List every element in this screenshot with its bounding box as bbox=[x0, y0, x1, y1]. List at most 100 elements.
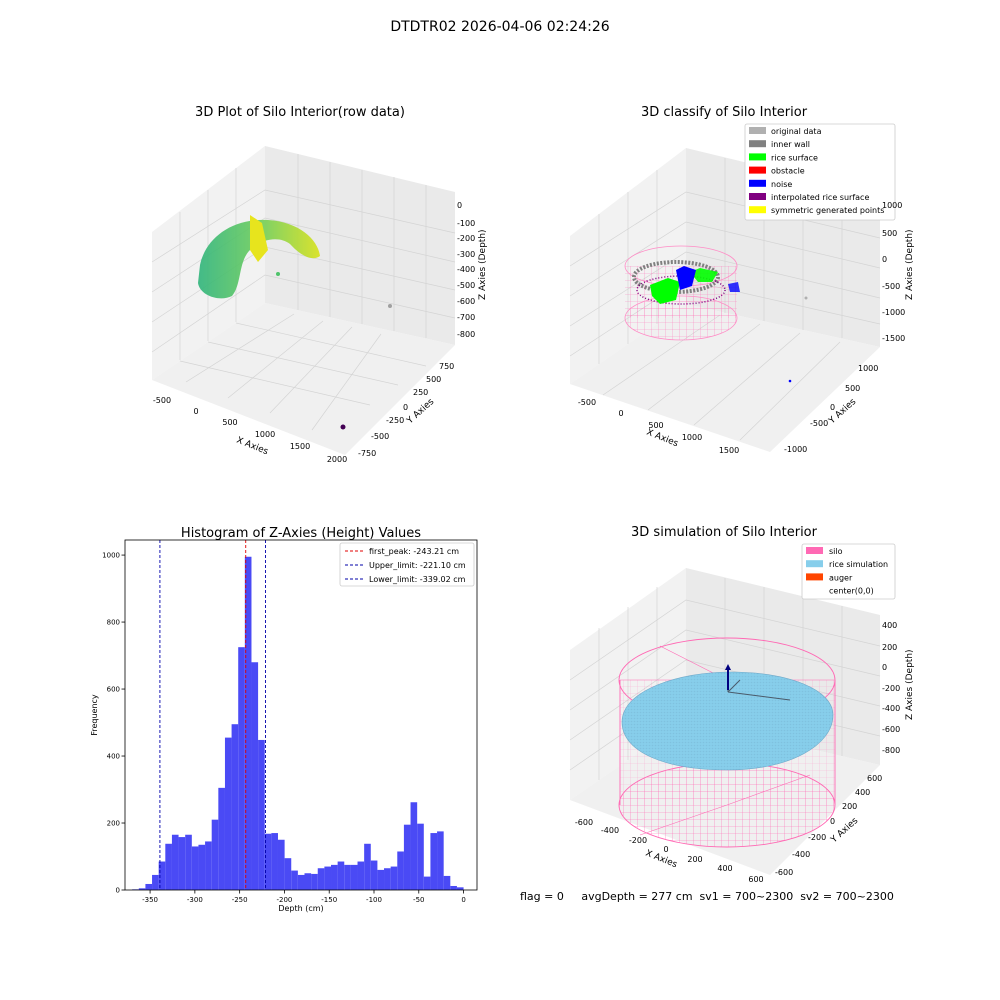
sim-z-tick-label: -200 bbox=[882, 684, 900, 693]
histogram-bar bbox=[231, 724, 239, 890]
classify-legend-label: interpolated rice surface bbox=[771, 193, 869, 202]
classify-legend-swatch bbox=[749, 153, 766, 161]
histogram-bar bbox=[311, 873, 318, 890]
histogram-bar bbox=[337, 861, 345, 890]
classify-legend-swatch bbox=[749, 206, 766, 214]
histogram-bar bbox=[271, 833, 278, 890]
histogram-bar bbox=[390, 866, 398, 890]
raw-z-tick-label: -100 bbox=[457, 219, 475, 228]
histogram-bar bbox=[397, 851, 404, 890]
histogram-bar bbox=[238, 647, 245, 890]
histogram-bar bbox=[317, 868, 325, 890]
histogram-x-tick-label: -50 bbox=[413, 896, 424, 904]
histogram-bar bbox=[284, 858, 292, 890]
classify-point-cloud bbox=[624, 245, 808, 383]
histogram-x-tick-label: -100 bbox=[366, 896, 382, 904]
histogram-x-ticks: -350 -300 -250 -200 -150 -100 -50 0 bbox=[142, 890, 466, 904]
raw-z-tick-label: -600 bbox=[457, 297, 475, 306]
histogram-bar bbox=[277, 839, 285, 890]
histogram-bar bbox=[357, 861, 365, 890]
histogram-y-tick-label: 0 bbox=[116, 887, 120, 895]
raw-x-tick-label: 2000 bbox=[327, 455, 347, 464]
histogram-bar bbox=[370, 860, 378, 890]
classify-y-tick-label: 0 bbox=[830, 403, 835, 412]
classify-y-tick-label: 1000 bbox=[858, 364, 878, 373]
classify-z-tick-label: 0 bbox=[882, 255, 887, 264]
sim-x-tick-label: -400 bbox=[601, 826, 619, 835]
raw-y-tick-label: -750 bbox=[358, 449, 376, 458]
classify-z-tick-label: -500 bbox=[882, 282, 900, 291]
raw-y-tick-label: 0 bbox=[403, 403, 408, 412]
simulation-legend-swatch bbox=[806, 573, 823, 581]
raw-z-axis-label: Z Axies (Depth) bbox=[478, 229, 488, 300]
raw-3d-axes-box bbox=[151, 146, 456, 455]
panel-classify-3d: 3D classify of Silo Interior bbox=[569, 105, 915, 455]
histogram-bar bbox=[331, 864, 338, 890]
raw-plot-title: 3D Plot of Silo Interior(row data) bbox=[195, 105, 405, 120]
raw-z-tick-label: 0 bbox=[457, 201, 462, 210]
classify-plot-title: 3D classify of Silo Interior bbox=[641, 105, 808, 120]
histogram-bar bbox=[244, 556, 252, 890]
histogram-x-tick-label: -200 bbox=[276, 896, 292, 904]
histogram-bar bbox=[430, 833, 438, 890]
histogram-bar bbox=[211, 819, 219, 890]
histogram-bars bbox=[132, 556, 464, 890]
classify-legend-swatch bbox=[749, 193, 766, 200]
raw-z-tick-label: -400 bbox=[457, 265, 475, 274]
sim-y-tick-label: -600 bbox=[775, 868, 793, 877]
histogram-bar bbox=[145, 883, 153, 890]
histogram-bar bbox=[377, 869, 385, 890]
histogram-bar bbox=[304, 873, 312, 890]
raw-y-tick-label: 500 bbox=[426, 375, 441, 384]
classify-z-axis-label: Z Axies (Depth) bbox=[905, 229, 915, 300]
histogram-bar bbox=[443, 875, 451, 890]
histogram-bar bbox=[344, 864, 351, 890]
classify-x-tick-label: 500 bbox=[648, 421, 663, 430]
histogram-bar bbox=[384, 868, 391, 890]
sim-y-tick-label: -400 bbox=[792, 850, 810, 859]
histogram-y-tick-label: 200 bbox=[107, 820, 120, 828]
histogram-bar bbox=[178, 837, 186, 890]
classify-y-tick-label: 500 bbox=[845, 384, 860, 393]
simulation-scene bbox=[618, 637, 836, 848]
histogram-y-tick-label: 800 bbox=[107, 619, 120, 627]
classify-legend-label: noise bbox=[771, 180, 792, 189]
histogram-bar bbox=[218, 787, 225, 890]
figure-suptitle: DTDTR02 2026-04-06 02:24:26 bbox=[390, 19, 609, 35]
histogram-x-tick-label: 0 bbox=[461, 896, 465, 904]
histogram-legend-label: first_peak: -243.21 cm bbox=[369, 547, 459, 556]
histogram-y-tick-label: 400 bbox=[107, 753, 120, 761]
histogram-bar bbox=[165, 843, 172, 890]
histogram-bar bbox=[251, 662, 259, 890]
histogram-y-tick-label: 600 bbox=[107, 686, 120, 694]
classify-legend-swatch bbox=[749, 179, 766, 187]
histogram-bar bbox=[205, 841, 212, 890]
raw-x-tick-label: -500 bbox=[153, 396, 171, 405]
classify-x-tick-label: -500 bbox=[578, 398, 596, 407]
classify-legend-label: obstacle bbox=[771, 167, 805, 176]
sim-x-tick-label: -200 bbox=[629, 836, 647, 845]
simulation-legend-label: auger bbox=[829, 573, 853, 582]
sim-x-tick-label: -600 bbox=[575, 818, 593, 827]
histogram-bar bbox=[291, 870, 298, 890]
histogram-bar bbox=[350, 864, 358, 890]
histogram-bar bbox=[152, 874, 159, 890]
histogram-bar bbox=[417, 823, 424, 890]
histogram-y-ticks: 0 200 400 600 800 1000 bbox=[102, 552, 125, 895]
panel-simulation-3d: 3D simulation of Silo Interior bbox=[569, 525, 915, 884]
classify-legend-swatch bbox=[749, 140, 766, 148]
histogram-legend: first_peak: -243.21 cm Upper_limit: -221.… bbox=[339, 542, 475, 587]
histogram-bar bbox=[171, 834, 179, 890]
histogram-bar bbox=[450, 885, 457, 890]
status-readout: flag = 0 avgDepth = 277 cm sv1 = 700~230… bbox=[520, 890, 894, 903]
raw-z-tick-label: -500 bbox=[457, 281, 475, 290]
classify-z-tick-label: -1000 bbox=[882, 308, 905, 317]
histogram-legend-label: Upper_limit: -221.10 cm bbox=[369, 561, 466, 570]
classify-z-tick-label: 1000 bbox=[882, 201, 902, 210]
classify-legend-swatch bbox=[749, 127, 766, 134]
histogram-bar bbox=[297, 874, 305, 890]
histogram-bar bbox=[258, 739, 265, 890]
sim-z-tick-label: -800 bbox=[882, 746, 900, 755]
sim-z-tick-label: 400 bbox=[882, 621, 897, 630]
